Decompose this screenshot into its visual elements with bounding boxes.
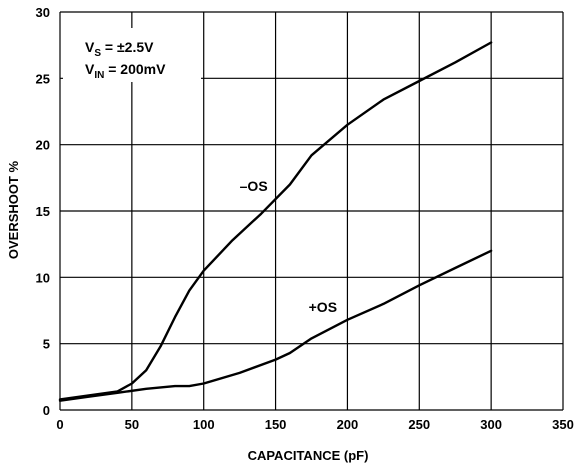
y-tick-label: 15 [36,204,50,219]
conditions-annotation: VS = ±2.5V VIN = 200mV [63,28,201,82]
series-label: +OS [309,299,337,315]
series-line-neg-os [58,41,493,401]
conditions-vs: VS = ±2.5V [85,39,154,59]
y-tick-label: 0 [43,403,50,418]
conditions-box [63,28,201,82]
series-label: –OS [240,178,268,194]
x-axis-title: CAPACITANCE (pF) [248,448,369,463]
x-tick-label: 300 [480,417,502,432]
x-tick-label: 150 [265,417,287,432]
y-tick-label: 10 [36,270,50,285]
x-tick-label: 0 [56,417,63,432]
conditions-vin: VIN = 200mV [85,61,166,81]
y-tick-label: 20 [36,138,50,153]
x-tick-label: 100 [193,417,215,432]
series-layer: –OS +OS [58,41,493,402]
x-tick-label: 250 [408,417,430,432]
x-tick-label: 200 [337,417,359,432]
y-tick-label: 25 [36,71,50,86]
y-axis-title: OVERSHOOT % [6,160,21,259]
y-tick-label: 5 [43,337,50,352]
y-tick-label: 30 [36,5,50,20]
grid [59,11,564,411]
x-tick-label: 50 [125,417,139,432]
x-tick-label: 350 [552,417,574,432]
tick-labels: 0 50 100 150 200 250 300 350 0 5 10 15 20 25 30 [36,5,574,432]
series-line-pos-os [58,249,493,402]
